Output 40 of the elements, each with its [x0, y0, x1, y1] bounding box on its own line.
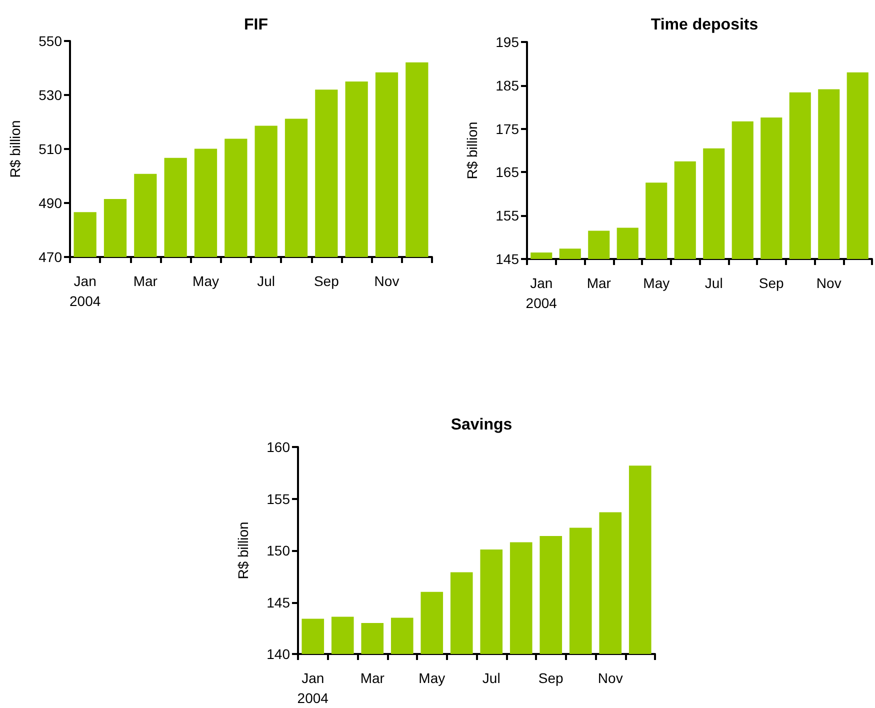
y-tick-label: 470 [38, 249, 62, 265]
y-tick-label: 530 [38, 87, 62, 103]
y-axis-title: R$ billion [464, 122, 480, 180]
y-tick-label: 155 [496, 208, 520, 224]
y-tick-label: 175 [496, 120, 520, 137]
x-tick-label: Jul [482, 670, 500, 686]
x-tick-label: May [192, 273, 219, 289]
y-axis-title: R$ billion [7, 120, 23, 178]
x-tick-label: Mar [360, 670, 385, 686]
y-tick-label: 160 [266, 439, 290, 455]
chart-title: Time deposits [650, 16, 758, 34]
y-tick-label: 150 [266, 542, 290, 558]
x-tick-label: Sep [314, 273, 340, 289]
y-axis-title: R$ billion [235, 522, 251, 580]
x-tick-label: Jul [257, 273, 276, 289]
x-tick-label: May [643, 275, 670, 291]
x-tick-label: Nov [816, 275, 842, 291]
x-tick-label: May [418, 670, 446, 686]
y-tick-label: 140 [266, 646, 290, 662]
x-tick-label: Sep [758, 275, 784, 291]
y-tick-label: 185 [496, 77, 520, 94]
x-tick-label: Jul [704, 275, 723, 291]
y-tick-label: 155 [266, 490, 290, 507]
chart-title: Savings [450, 416, 512, 434]
y-tick-label: 145 [266, 594, 290, 610]
x-tick-label: Mar [586, 275, 612, 291]
chart-title: FIF [244, 16, 268, 34]
y-tick-label: 490 [38, 195, 62, 211]
y-tick-label: 510 [38, 141, 62, 157]
y-tick-label: 550 [38, 33, 62, 49]
y-tick-label: 145 [496, 251, 520, 267]
x-tick-label: Mar [133, 273, 158, 289]
x-tick-label: Jan 2004 [70, 273, 101, 309]
x-tick-label: Nov [598, 670, 623, 686]
y-tick-label: 195 [496, 34, 520, 50]
x-tick-label: Jan 2004 [526, 275, 558, 311]
x-tick-label: Nov [374, 273, 400, 289]
y-tick-label: 165 [496, 164, 520, 180]
x-tick-label: Sep [538, 670, 564, 686]
x-tick-label: Jan 2004 [297, 670, 329, 706]
